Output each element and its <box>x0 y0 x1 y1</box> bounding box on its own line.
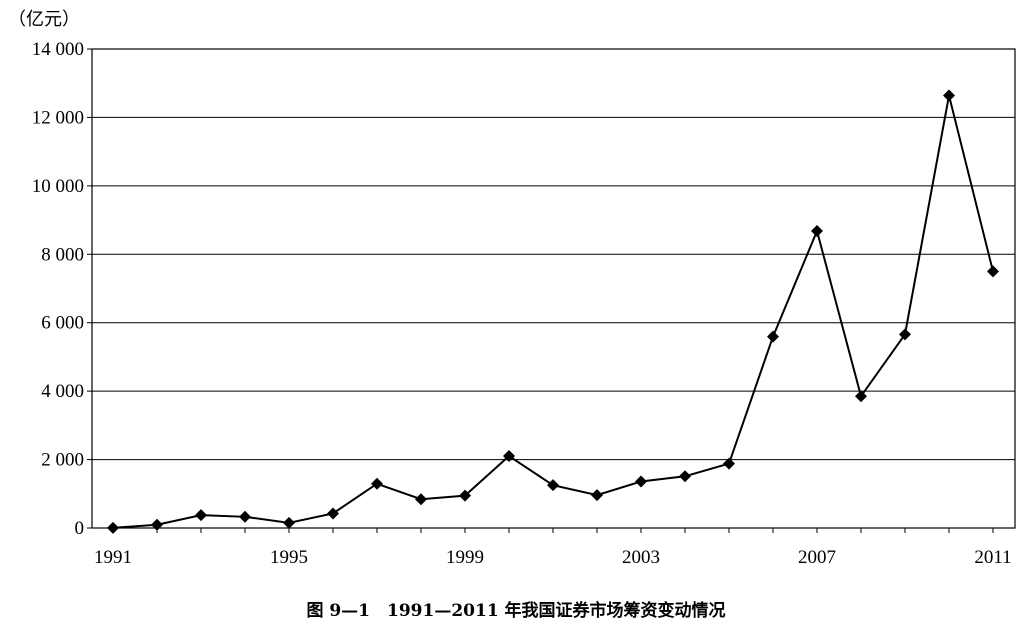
y-tick-label: 14 000 <box>32 39 84 60</box>
data-point-marker <box>987 265 999 278</box>
y-tick-label: 12 000 <box>32 107 84 128</box>
data-point-marker <box>459 489 471 502</box>
data-point-marker <box>151 518 163 531</box>
x-axis-ticks: 1991 1995 1999 2003 2007 2011 <box>94 528 1012 568</box>
data-point-marker <box>899 328 911 341</box>
x-tick-label: 1991 <box>94 547 132 568</box>
y-tick-label: 6 000 <box>41 313 84 334</box>
data-point-marker <box>855 390 867 403</box>
data-point-marker <box>195 509 207 522</box>
data-point-marker <box>107 521 119 534</box>
data-point-marker <box>943 89 955 102</box>
y-tick-label: 0 <box>75 518 85 539</box>
data-point-marker <box>723 457 735 470</box>
data-point-marker <box>547 479 559 492</box>
data-point-marker <box>239 510 251 523</box>
x-tick-label: 2007 <box>798 547 836 568</box>
figure-caption: 图 9—1 1991—2011 年我国证券市场筹资变动情况 <box>306 600 725 621</box>
y-tick-label: 10 000 <box>32 176 84 197</box>
data-point-marker <box>283 516 295 529</box>
data-point-marker <box>591 489 603 502</box>
data-point-marker <box>371 477 383 490</box>
plot-frame <box>91 48 1016 529</box>
y-tick-label: 8 000 <box>41 244 84 265</box>
x-tick-label: 1995 <box>270 547 308 568</box>
data-markers <box>107 89 999 534</box>
data-point-marker <box>503 450 515 463</box>
grid-lines <box>92 48 1015 529</box>
y-axis-unit-label: （亿元） <box>8 9 80 30</box>
x-tick-label: 1999 <box>446 547 484 568</box>
y-tick-label: 4 000 <box>41 381 84 402</box>
x-tick-label: 2003 <box>622 547 660 568</box>
data-point-marker <box>635 475 647 488</box>
y-axis-ticks: 0 2 000 4 000 6 000 8 000 10 000 12 000 14 000 <box>32 39 92 539</box>
y-tick-label: 2 000 <box>41 450 84 471</box>
series-line <box>112 95 994 529</box>
data-point-marker <box>811 225 823 238</box>
data-point-marker <box>327 507 339 520</box>
data-point-marker <box>415 493 427 506</box>
data-point-marker <box>679 470 691 483</box>
data-point-marker <box>767 330 779 343</box>
x-tick-label: 2011 <box>974 547 1011 568</box>
